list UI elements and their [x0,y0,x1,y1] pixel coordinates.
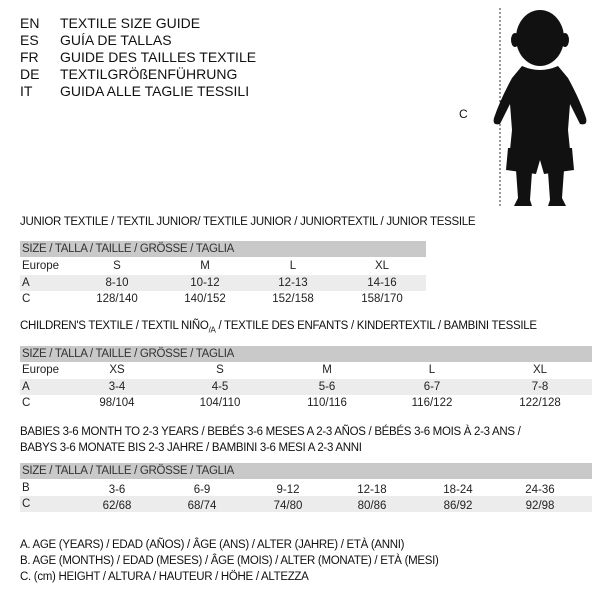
lang-title: GUIDA ALLE TAGLIE TESSILI [60,83,250,99]
lang-title: GUIDE DES TAILLES TEXTILE [60,49,257,65]
legend-c: C. (cm) HEIGHT / ALTURA / HAUTEUR / HÖHE… [20,571,309,583]
lang-code: EN [20,15,40,31]
children-heading: CHILDREN'S TEXTILE / TEXTIL NIÑO/A / TEX… [20,320,537,334]
row-label: A [22,381,30,393]
cell: 8-10 [105,277,129,289]
cell: 6-9 [193,484,211,496]
cell: 104/110 [199,397,241,409]
legend-a: A. AGE (YEARS) / EDAD (AÑOS) / ÂGE (ANS)… [20,539,405,551]
cell: 6-7 [423,381,441,393]
table-row: C 62/68 68/74 74/80 80/86 86/92 92/98 [20,496,592,512]
cell: 10-12 [190,277,220,289]
table-row: Europe S M L XL [20,258,426,274]
row-label: Europe [22,260,60,272]
lang-title: GUÍA DE TALLAS [60,32,172,48]
table-row: A 3-4 4-5 5-6 6-7 7-8 [20,379,592,395]
cell: XL [374,260,390,272]
cell: 140/152 [184,293,226,305]
legend-b: B. AGE (MONTHS) / EDAD (MESES) / ÂGE (MO… [20,555,439,567]
table-row: A 8-10 10-12 12-13 14-16 [20,275,426,291]
row-label: C [22,293,31,305]
babies-size-header: SIZE / TALLA / TAILLE / GRÖSSE / TAGLIA [20,463,592,479]
junior-heading: JUNIOR TEXTILE / TEXTIL JUNIOR/ TEXTILE … [20,216,476,228]
cell: 14-16 [367,277,397,289]
cell: 5-6 [318,381,336,393]
row-label: Europe [22,364,60,376]
cell: 7-8 [531,381,549,393]
cell: 18-24 [443,484,473,496]
children-heading-main: CHILDREN'S TEXTILE / TEXTIL NIÑO [20,320,209,332]
cell: 68/74 [187,500,217,512]
row-label: A [22,277,30,289]
cell: 3-4 [108,381,126,393]
lang-code: FR [20,49,39,65]
cell: S [113,260,121,272]
cell: 158/170 [361,293,403,305]
cell: M [200,260,210,272]
cell: 110/116 [307,397,347,409]
cell: XS [109,364,125,376]
cell: 122/128 [519,397,561,409]
babies-heading-line2: BABYS 3-6 MONATE BIS 2-3 JAHRE / BAMBINI… [20,442,362,454]
cell: XL [532,364,548,376]
lang-code: IT [20,83,33,99]
cell: 62/68 [102,500,132,512]
junior-size-header: SIZE / TALLA / TAILLE / GRÖSSE / TAGLIA [20,241,426,257]
cell: L [428,364,436,376]
cell: 4-5 [211,381,229,393]
babies-heading-line1: BABIES 3-6 MONTH TO 2-3 YEARS / BEBÉS 3-… [20,426,521,438]
cell: 24-36 [525,484,555,496]
row-label: C [22,498,31,510]
cell: 3-6 [108,484,126,496]
cell: 12-13 [278,277,308,289]
table-row: Europe XS S M L XL [20,362,592,378]
table-row: C 98/104 104/110 110/116 116/122 122/128 [20,395,592,411]
cell: M [322,364,332,376]
cell: 80/86 [357,500,387,512]
cell: 152/158 [272,293,314,305]
children-size-header: SIZE / TALLA / TAILLE / GRÖSSE / TAGLIA [20,346,592,362]
children-heading-rest: / TEXTILE DES ENFANTS / KINDERTEXTIL / B… [215,320,537,332]
row-label: C [22,397,31,409]
cell: 74/80 [273,500,303,512]
cell: 9-12 [276,484,300,496]
height-label: C [459,107,468,121]
cell: 92/98 [525,500,555,512]
cell: 98/104 [99,397,135,409]
cell: 12-18 [357,484,387,496]
table-row: B 3-6 6-9 9-12 12-18 18-24 24-36 [20,480,592,496]
lang-code: ES [20,32,39,48]
cell: 128/140 [96,293,138,305]
children-heading-sub: /A [208,325,216,335]
lang-code: DE [20,66,40,82]
cell: S [216,364,224,376]
cell: L [289,260,297,272]
row-label: B [22,482,30,494]
lang-title: TEXTILE SIZE GUIDE [60,15,201,31]
cell: 86/92 [443,500,473,512]
table-row: C 128/140 140/152 152/158 158/170 [20,291,426,307]
baby-silhouette-icon [493,8,587,208]
cell: 116/122 [411,397,453,409]
lang-title: TEXTILGRÖßENFÜHRUNG [60,66,238,82]
